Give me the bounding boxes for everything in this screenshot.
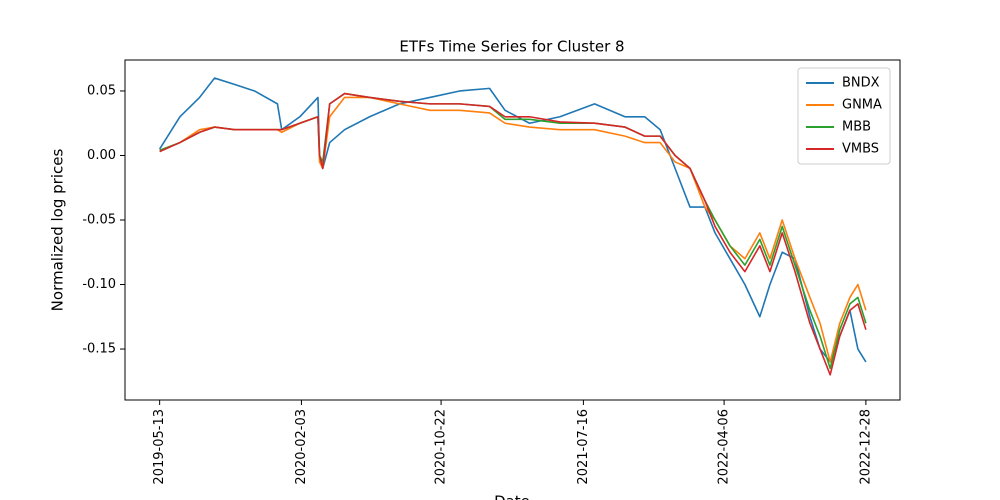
- y-tick-label: 0.05: [87, 83, 116, 98]
- legend-box: [797, 67, 891, 165]
- x-tick-label: 2022-12-28: [858, 409, 873, 485]
- plot-frame: [124, 59, 901, 401]
- x-tick-label: 2020-10-22: [434, 409, 449, 485]
- series-line: [159, 96, 867, 363]
- y-tick-label: 0.00: [87, 148, 116, 163]
- series-line: [159, 92, 867, 376]
- x-tick-label: 2022-04-06: [717, 409, 732, 485]
- y-tick-label: -0.15: [82, 342, 116, 357]
- legend-label: GNMA: [842, 98, 882, 113]
- y-axis-label: Normalized log prices: [49, 149, 67, 312]
- x-tick-label: 2020-02-03: [294, 409, 309, 485]
- x-axis-label: Date: [494, 493, 530, 500]
- legend-label: MBB: [842, 120, 871, 135]
- x-tick-label: 2019-05-13: [152, 409, 167, 485]
- x-tick-label: 2021-07-16: [576, 409, 591, 485]
- y-tick-label: -0.05: [82, 213, 116, 228]
- legend-label: VMBS: [842, 142, 879, 157]
- chart-title: ETFs Time Series for Cluster 8: [399, 38, 624, 56]
- y-tick-label: -0.10: [82, 277, 116, 292]
- legend-label: BNDX: [842, 76, 880, 91]
